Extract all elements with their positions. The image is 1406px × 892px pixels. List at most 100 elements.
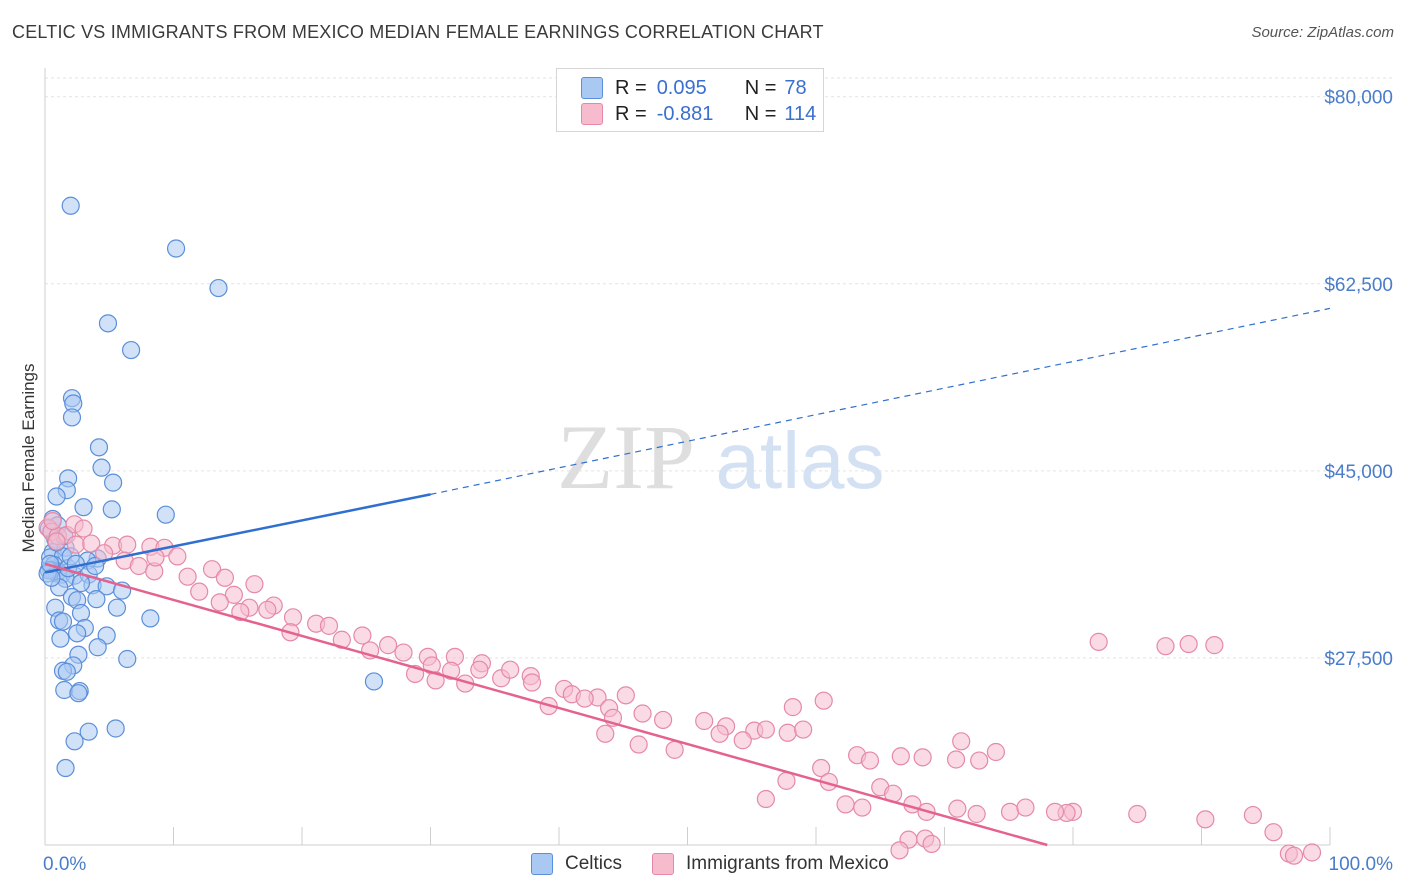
celtics-point <box>71 603 91 623</box>
bottom-legend: Celtics Immigrants from Mexico <box>531 853 919 875</box>
celtics-point <box>118 649 137 669</box>
mexico-point <box>986 742 1006 762</box>
legend-swatch-celtics <box>581 77 603 99</box>
watermark: ZIP atlas <box>557 406 884 508</box>
mexico-point <box>215 568 234 587</box>
mexico-point <box>922 834 941 854</box>
mexico-point <box>629 735 648 754</box>
mexico-point <box>74 519 93 538</box>
mexico-point <box>710 724 729 743</box>
x-tick-label: 0.0% <box>43 854 86 875</box>
mexico-point <box>1016 798 1035 817</box>
mexico-point <box>47 532 66 551</box>
celtics-point <box>68 624 87 643</box>
mexico-point <box>836 795 855 814</box>
celtics-point <box>364 672 384 691</box>
bottom-legend-celtics: Celtics <box>531 853 622 875</box>
mexico-point <box>596 724 615 743</box>
mexico-point <box>441 661 461 680</box>
mexico-point <box>168 547 187 566</box>
mexico-trend-line <box>44 562 1048 847</box>
mexico-point <box>190 582 209 601</box>
mexico-point <box>1045 802 1065 821</box>
mexico-point <box>1156 637 1175 656</box>
watermark-zip: ZIP <box>557 406 695 508</box>
mexico-point <box>653 710 673 730</box>
bottom-legend-label: Celtics <box>565 853 623 874</box>
mexico-point <box>1000 802 1020 821</box>
mexico-point <box>970 751 989 770</box>
source-credit: Source: ZipAtlas.com <box>1251 24 1394 41</box>
mexico-point <box>283 608 303 627</box>
legend-r-label: R = <box>615 102 647 125</box>
legend-r-label: R = <box>615 76 647 99</box>
celtics-point <box>98 314 118 333</box>
mexico-point <box>202 560 222 579</box>
mexico-point <box>633 704 652 723</box>
celtics-point <box>51 629 70 648</box>
legend-n-value: 78 <box>784 76 807 99</box>
y-tick-label: $27,500 <box>1324 649 1393 670</box>
bottom-legend-swatch-celtics <box>531 853 553 875</box>
mexico-point <box>522 673 542 692</box>
trend-lines <box>44 307 1331 847</box>
celtics-point <box>141 609 160 628</box>
mexico-point <box>890 841 909 860</box>
celtics-point <box>62 408 82 427</box>
mexico-point <box>319 616 339 635</box>
mexico-point <box>777 771 796 790</box>
mexico-point <box>967 804 986 824</box>
mexico-point <box>1243 805 1263 825</box>
mexico-point <box>948 799 967 818</box>
mexico-point <box>814 691 833 710</box>
mexico-point <box>913 748 932 767</box>
mexico-point <box>946 750 966 769</box>
legend-r-value: -0.881 <box>656 102 714 125</box>
mexico-point <box>118 535 137 554</box>
legend-n-label: N = <box>744 76 777 99</box>
celtics-point <box>92 458 111 477</box>
legend-n-label: N = <box>744 102 777 125</box>
mexico-point <box>1128 804 1147 824</box>
celtics-point <box>166 239 186 258</box>
legend-row-celtics: R = 0.095 N = 78 <box>581 75 807 101</box>
mexico-point <box>756 720 775 739</box>
legend-r-value: 0.095 <box>656 76 707 99</box>
mexico-point <box>470 660 489 679</box>
mexico-point <box>860 751 880 770</box>
mexico-point <box>501 660 520 679</box>
mexico-point <box>733 731 752 750</box>
mexico-point <box>82 534 101 553</box>
legend: R = 0.095 N = 78 R = -0.881 N = 114 <box>556 68 824 132</box>
mexico-point <box>695 711 714 731</box>
mexico-point <box>210 593 229 612</box>
mexico-point <box>794 720 813 739</box>
celtics-point <box>65 732 84 751</box>
legend-row-mexico: R = -0.881 N = 114 <box>581 101 816 127</box>
mexico-point <box>891 747 910 766</box>
mexico-point <box>66 535 85 554</box>
celtics-trend-line <box>44 493 431 574</box>
legend-swatch-mexico <box>581 103 603 125</box>
mexico-point <box>812 758 831 778</box>
mexico-point <box>853 798 872 817</box>
mexico-point <box>426 671 445 690</box>
mexico-point <box>353 626 372 645</box>
celtics-point <box>106 719 125 738</box>
mexico-point <box>1179 634 1198 654</box>
mexico-point <box>258 600 277 619</box>
y-tick-label: $62,500 <box>1324 275 1393 296</box>
celtics-point <box>53 612 73 631</box>
chart-title: CELTIC VS IMMIGRANTS FROM MEXICO MEDIAN … <box>12 22 824 42</box>
mexico-point <box>1089 632 1108 651</box>
celtics-point <box>104 473 123 492</box>
celtics-point <box>89 438 109 457</box>
y-tick-label: $45,000 <box>1324 462 1393 483</box>
mexico-point <box>245 575 264 594</box>
mexico-point <box>378 636 398 655</box>
bottom-legend-mexico: Immigrants from Mexico <box>652 853 889 875</box>
celtics-point <box>61 196 80 215</box>
celtics-point <box>156 505 175 524</box>
celtics-point <box>56 758 75 778</box>
